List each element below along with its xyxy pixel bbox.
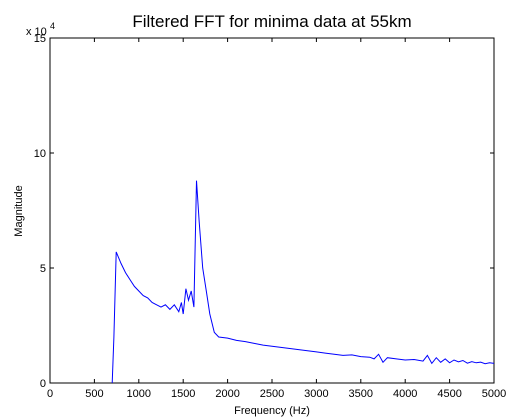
- x-tick-label: 3000: [304, 388, 328, 400]
- series-line: [111, 180, 495, 384]
- x-tick-label: 2000: [215, 388, 239, 400]
- x-tick-label: 2500: [260, 388, 284, 400]
- y-tick-label: 15: [34, 33, 46, 45]
- x-tick-label: 3500: [349, 388, 373, 400]
- x-tick-label: 1500: [171, 388, 195, 400]
- series-layer: [111, 180, 495, 384]
- plot-area: [49, 37, 495, 384]
- y-exponent-base: x 10: [26, 26, 47, 38]
- chart-title: Filtered FFT for minima data at 55km: [132, 12, 411, 31]
- x-tick-labels: 0 500 1000 1500 2000 2500 3000 3500 4000 4500 5000: [47, 388, 506, 400]
- y-axis-label: Magnitude: [13, 185, 25, 236]
- x-tick-label: 5000: [482, 388, 506, 400]
- x-axis-label: Frequency (Hz): [234, 405, 310, 417]
- x-tick-label: 4500: [437, 388, 461, 400]
- y-tick-labels: 0 5 10 15: [34, 33, 46, 390]
- x-tick-label: 0: [47, 388, 53, 400]
- y-tick-label: 0: [40, 378, 46, 390]
- y-tick-label: 5: [40, 263, 46, 275]
- x-tick-label: 500: [85, 388, 103, 400]
- x-tick-label: 4000: [393, 388, 417, 400]
- y-exponent-power: 4: [50, 21, 55, 31]
- axis-ticks: [49, 37, 495, 384]
- x-tick-label: 1000: [127, 388, 151, 400]
- y-tick-label: 10: [34, 148, 46, 160]
